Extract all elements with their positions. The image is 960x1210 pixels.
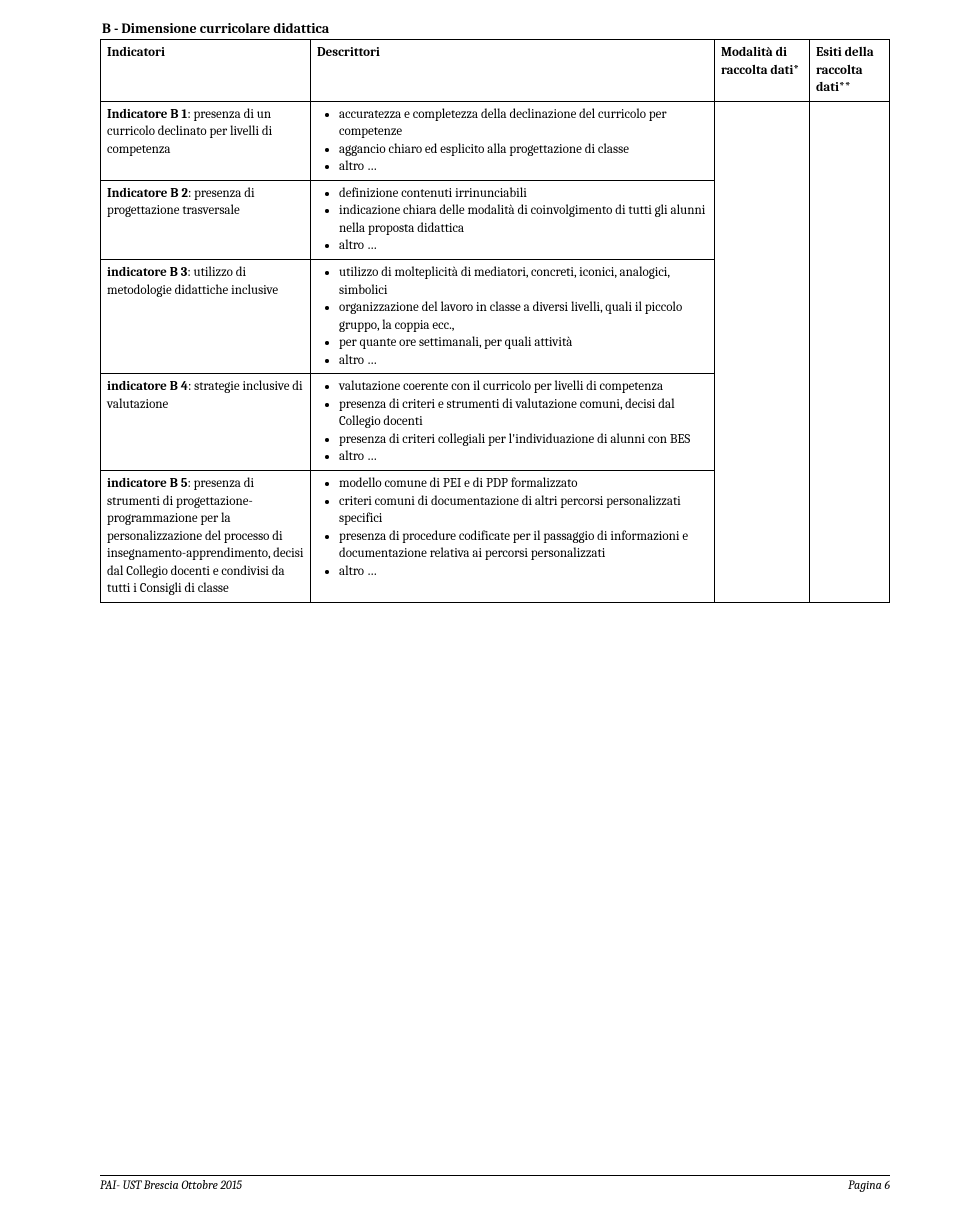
descriptor-item: presenza di criteri collegiali per l'ind…	[339, 431, 708, 449]
indicators-table: Indicatori Descrittori Modalità di racco…	[100, 39, 890, 603]
indicator-prefix: indicatore B 4	[107, 379, 188, 394]
indicator-cell: indicatore B 3: utilizzo di metodologie …	[101, 260, 311, 374]
descriptor-item: definizione contenuti irrinunciabili	[339, 185, 708, 203]
indicator-prefix: Indicatore B 2	[107, 186, 188, 201]
header-descrittori: Descrittori	[311, 40, 715, 102]
descriptor-list: modello comune di PEI e di PDP formalizz…	[317, 475, 708, 580]
document-page: B - Dimensione curricolare didattica Ind…	[0, 0, 960, 1210]
descriptor-cell: modello comune di PEI e di PDP formalizz…	[311, 471, 715, 603]
descriptor-list: utilizzo di molteplicità di mediatori, c…	[317, 264, 708, 369]
esiti-cell	[810, 101, 890, 602]
table-row: Indicatore B 1: presenza di un curricolo…	[101, 101, 890, 180]
indicator-prefix: indicatore B 3	[107, 265, 187, 280]
footer-left: PAI- UST Brescia Ottobre 2015	[100, 1178, 242, 1192]
indicator-cell: Indicatore B 1: presenza di un curricolo…	[101, 101, 311, 180]
modalita-cell	[715, 101, 810, 602]
descriptor-item: presenza di procedure codificate per il …	[339, 528, 708, 563]
page-footer: PAI- UST Brescia Ottobre 2015 Pagina 6	[100, 1175, 890, 1192]
descriptor-item: altro …	[339, 563, 708, 581]
descriptor-cell: valutazione coerente con il curricolo pe…	[311, 374, 715, 471]
descriptor-item: altro …	[339, 158, 708, 176]
descriptor-item: altro …	[339, 237, 708, 255]
header-esiti: Esiti della raccolta dati**	[810, 40, 890, 102]
descriptor-cell: utilizzo di molteplicità di mediatori, c…	[311, 260, 715, 374]
descriptor-cell: accuratezza e completezza della declinaz…	[311, 101, 715, 180]
descriptor-item: valutazione coerente con il curricolo pe…	[339, 378, 708, 396]
descriptor-item: aggancio chiaro ed esplicito alla proget…	[339, 141, 708, 159]
indicator-cell: Indicatore B 2: presenza di progettazion…	[101, 180, 311, 259]
descriptor-item: criteri comuni di documentazione di altr…	[339, 493, 708, 528]
indicator-cell: indicatore B 5: presenza di strumenti di…	[101, 471, 311, 603]
descriptor-cell: definizione contenuti irrinunciabili ind…	[311, 180, 715, 259]
descriptor-item: accuratezza e completezza della declinaz…	[339, 106, 708, 141]
table-header-row: Indicatori Descrittori Modalità di racco…	[101, 40, 890, 102]
descriptor-list: accuratezza e completezza della declinaz…	[317, 106, 708, 176]
descriptor-item: presenza di criteri e strumenti di valut…	[339, 396, 708, 431]
descriptor-item: per quante ore settimanali, per quali at…	[339, 334, 708, 352]
indicator-rest: : presenza di strumenti di progettazione…	[107, 476, 303, 596]
descriptor-item: altro …	[339, 352, 708, 370]
section-title: B - Dimensione curricolare didattica	[100, 20, 890, 37]
descriptor-list: valutazione coerente con il curricolo pe…	[317, 378, 708, 466]
header-modalita: Modalità di raccolta dati*	[715, 40, 810, 102]
header-indicatori: Indicatori	[101, 40, 311, 102]
indicator-prefix: Indicatore B 1	[107, 107, 187, 122]
descriptor-item: organizzazione del lavoro in classe a di…	[339, 299, 708, 334]
descriptor-list: definizione contenuti irrinunciabili ind…	[317, 185, 708, 255]
descriptor-item: altro …	[339, 448, 708, 466]
descriptor-item: modello comune di PEI e di PDP formalizz…	[339, 475, 708, 493]
indicator-cell: indicatore B 4: strategie inclusive di v…	[101, 374, 311, 471]
descriptor-item: indicazione chiara delle modalità di coi…	[339, 202, 708, 237]
indicator-prefix: indicatore B 5	[107, 476, 188, 491]
descriptor-item: utilizzo di molteplicità di mediatori, c…	[339, 264, 708, 299]
footer-right: Pagina 6	[848, 1178, 890, 1192]
